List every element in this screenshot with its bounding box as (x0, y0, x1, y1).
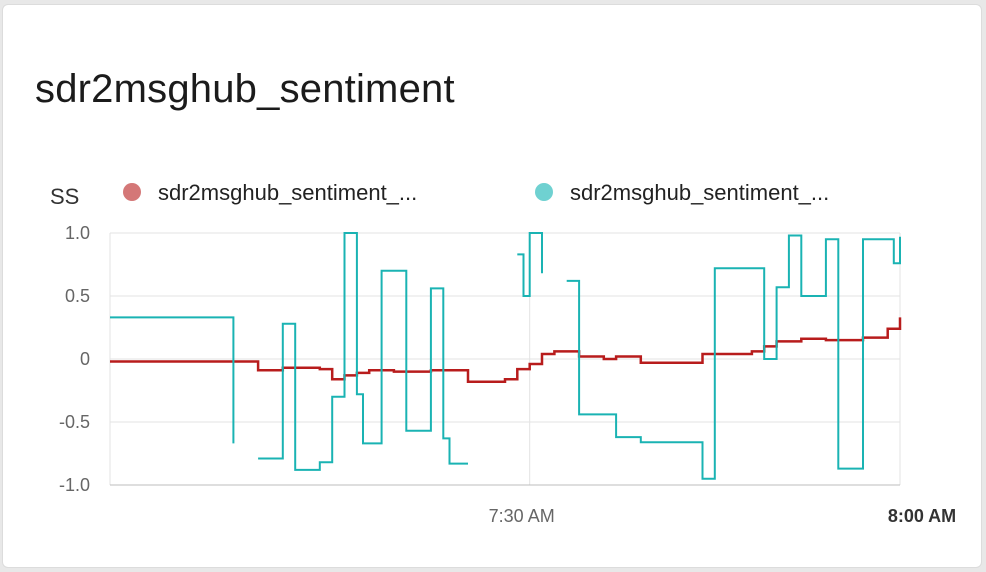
series-line-2 (517, 232, 543, 297)
y-tick-label: -0.5 (59, 412, 90, 432)
y-tick-label: -1.0 (59, 475, 90, 495)
legend-label-2: sdr2msghub_sentiment_... (570, 180, 829, 205)
card-title: sdr2msghub_sentiment (35, 67, 455, 111)
x-tick-label: 8:00 AM (888, 506, 956, 526)
y-tick-label: 1.0 (65, 223, 90, 243)
legend-marker-1 (123, 183, 141, 201)
x-tick-label: 7:30 AM (489, 506, 555, 526)
y-tick-label: 0 (80, 349, 90, 369)
legend-marker-2 (535, 183, 553, 201)
series-line-2 (110, 316, 235, 444)
series-line-2 (566, 234, 901, 480)
series-line-1 (110, 317, 902, 383)
y-axis-title: SS (50, 184, 79, 209)
legend-label-1: sdr2msghub_sentiment_... (158, 180, 417, 205)
chart-card: sdr2msghub_sentiment (2, 4, 982, 568)
series-line-2 (258, 232, 468, 471)
y-tick-label: 0.5 (65, 286, 90, 306)
